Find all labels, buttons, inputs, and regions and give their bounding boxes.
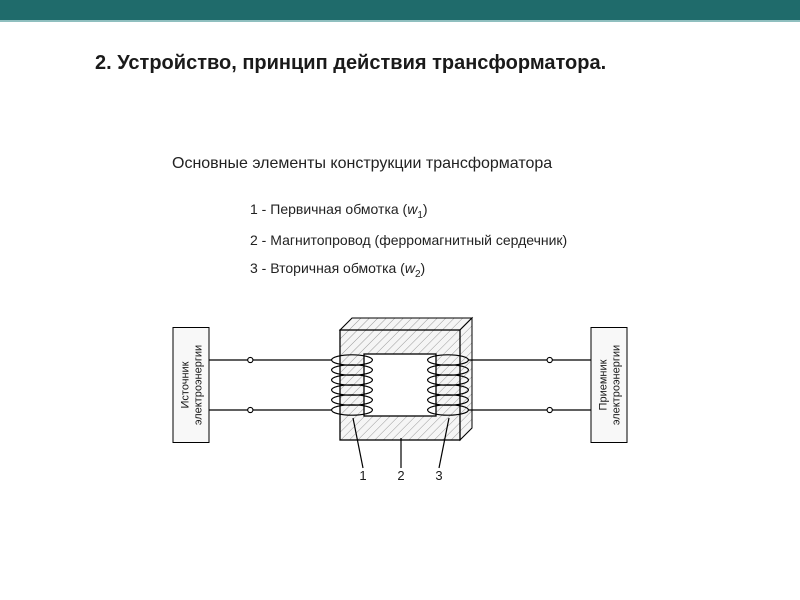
svg-text:электроэнергии: электроэнергии	[611, 345, 623, 425]
slide-subtitle: Основные элементы конструкции трансформа…	[172, 155, 552, 173]
legend-row: 3 - Вторичная обмотка (w2)	[250, 254, 567, 285]
svg-text:2: 2	[397, 468, 404, 483]
slide-header-bar	[0, 0, 800, 22]
transformer-diagram: ИсточникэлектроэнергииПриемникэлектроэне…	[165, 310, 635, 490]
legend-row: 2 - Магнитопровод (ферромагнитный сердеч…	[250, 226, 567, 254]
svg-text:1: 1	[359, 468, 366, 483]
svg-text:Источник: Источник	[180, 361, 192, 408]
slide-title: 2. Устройство, принцип действия трансфор…	[95, 52, 606, 75]
legend: 1 - Первичная обмотка (w1) 2 - Магнитопр…	[250, 195, 567, 285]
legend-row: 1 - Первичная обмотка (w1)	[250, 195, 567, 226]
svg-text:электроэнергии: электроэнергии	[193, 345, 205, 425]
svg-text:3: 3	[435, 468, 442, 483]
svg-text:Приемник: Приемник	[598, 359, 610, 410]
